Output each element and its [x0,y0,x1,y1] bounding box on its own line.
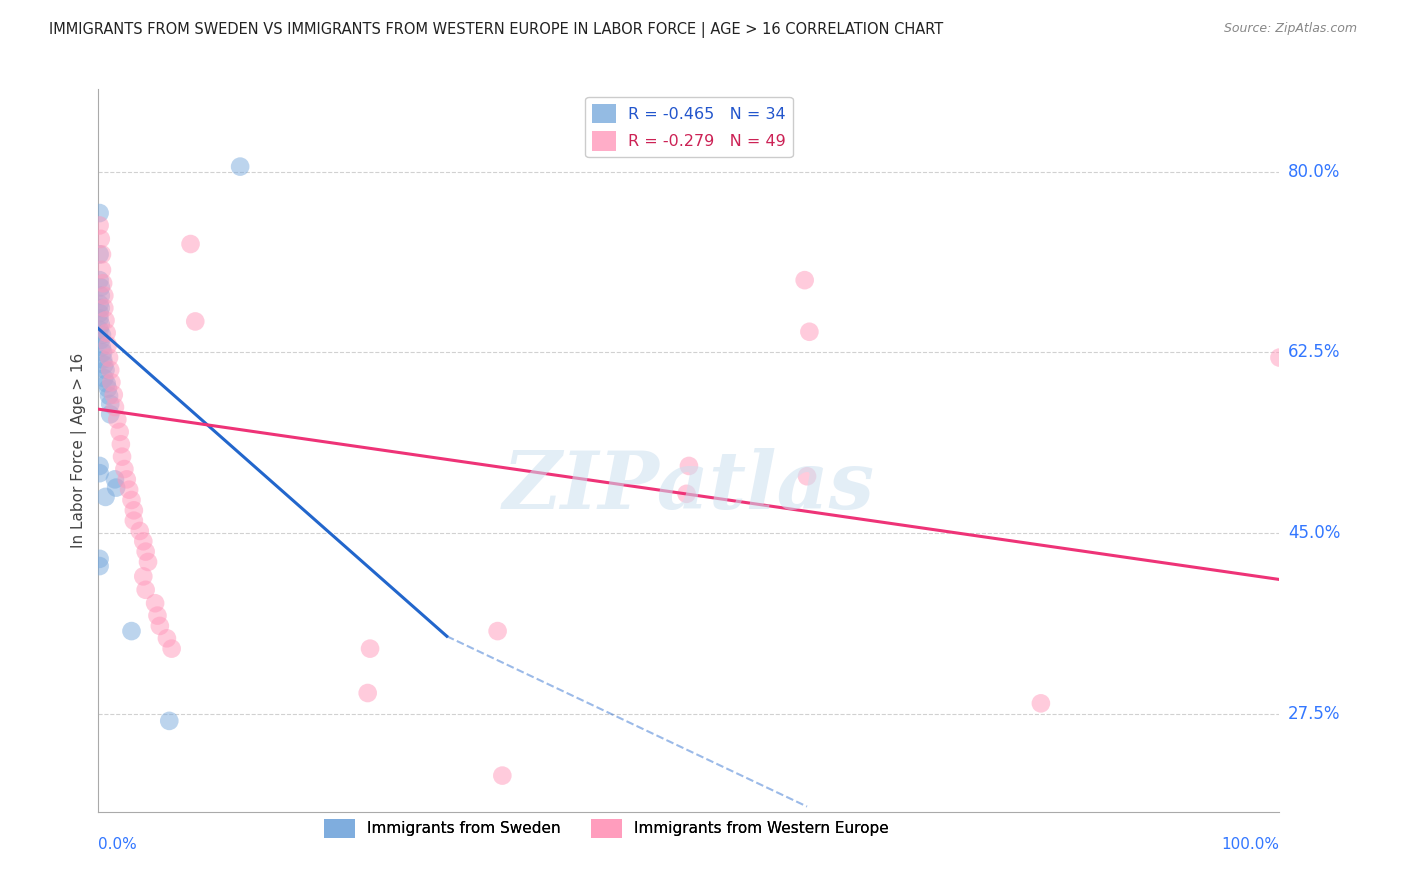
Point [96,376,118,391]
Point [89,559,111,574]
Point [143,596,166,610]
Point [93,288,115,302]
Point [104,400,127,414]
Point [93,371,115,385]
Point [94,490,117,504]
Point [97,338,120,352]
Point [184,314,207,328]
Point [90,280,112,294]
Point [799,325,821,339]
Point [89,247,111,261]
Point [93,358,115,372]
Point [678,458,700,473]
Point [128,524,150,538]
Point [89,551,111,566]
Point [89,273,111,287]
Point [105,412,128,426]
Point [89,311,111,326]
Point [90,288,112,302]
Point [486,624,509,639]
Point [96,326,118,340]
Point [89,206,111,220]
Point [89,219,111,233]
Point [91,247,114,261]
Point [121,624,143,639]
Point [105,481,128,495]
Point [89,323,111,337]
Text: 45.0%: 45.0% [1288,524,1340,542]
Point [156,632,179,646]
Point [91,262,114,277]
Point [98,351,121,365]
Point [132,569,155,583]
Point [115,472,138,486]
Point [229,160,252,174]
Point [90,232,112,246]
Point [98,407,121,421]
Point [89,306,111,320]
Point [93,301,115,315]
Point [103,388,125,402]
Point [111,450,134,464]
Point [98,363,121,377]
Point [98,397,121,411]
Point [149,619,172,633]
Point [359,641,381,656]
Point [135,544,157,558]
Point [98,389,121,403]
Text: 27.5%: 27.5% [1288,705,1340,723]
Text: 80.0%: 80.0% [1288,162,1340,181]
Point [97,382,120,396]
Point [91,327,114,342]
Point [104,472,127,486]
Point [180,237,202,252]
Text: 62.5%: 62.5% [1288,343,1340,361]
Point [112,462,135,476]
Point [796,469,818,483]
Point [136,555,159,569]
Y-axis label: In Labor Force | Age > 16: In Labor Force | Age > 16 [72,353,87,548]
Point [357,686,380,700]
Point [122,514,145,528]
Point [91,277,114,291]
Point [100,376,122,390]
Point [110,437,132,451]
Point [90,333,112,347]
Point [89,458,111,473]
Point [90,301,112,315]
Point [91,340,114,354]
Point [1029,696,1052,710]
Point [118,483,141,497]
Point [675,487,697,501]
Point [94,363,117,377]
Point [89,466,111,480]
Point [122,503,145,517]
Point [108,425,131,439]
Point [146,608,169,623]
Text: IMMIGRANTS FROM SWEDEN VS IMMIGRANTS FROM WESTERN EUROPE IN LABOR FORCE | AGE > : IMMIGRANTS FROM SWEDEN VS IMMIGRANTS FRO… [49,22,943,38]
Point [91,352,114,367]
Text: 100.0%: 100.0% [1222,837,1279,852]
Point [491,768,513,783]
Point [157,714,180,728]
Point [132,534,155,549]
Point [91,345,114,359]
Point [1268,351,1291,365]
Point [135,582,157,597]
Point [793,273,815,287]
Point [160,641,183,656]
Point [121,493,143,508]
Text: Source: ZipAtlas.com: Source: ZipAtlas.com [1223,22,1357,36]
Point [94,313,117,327]
Legend: Immigrants from Sweden, Immigrants from Western Europe: Immigrants from Sweden, Immigrants from … [318,813,894,844]
Text: 0.0%: 0.0% [98,837,138,852]
Point [90,318,112,332]
Point [89,297,111,311]
Text: ZIPatlas: ZIPatlas [503,448,875,525]
